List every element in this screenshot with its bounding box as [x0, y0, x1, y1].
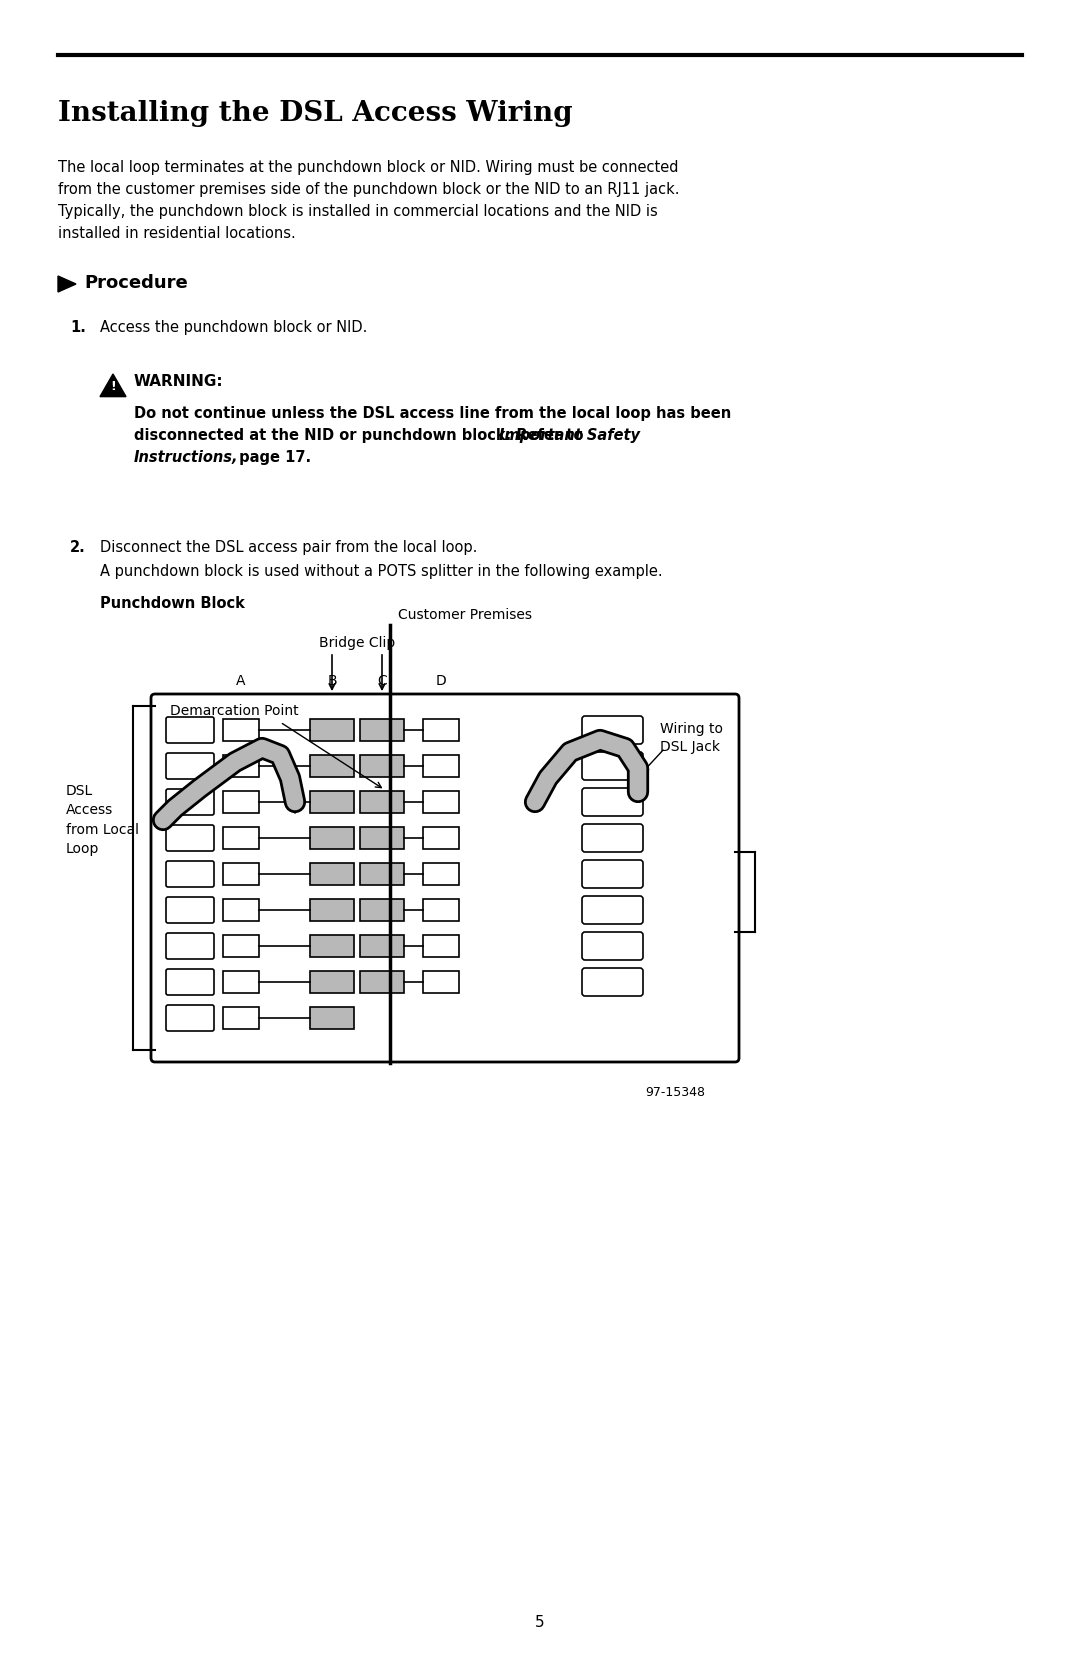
Text: disconnected at the NID or punchdown block. Refer to: disconnected at the NID or punchdown blo… — [134, 427, 589, 442]
Bar — [423, 754, 459, 778]
Text: Wiring to: Wiring to — [660, 723, 723, 736]
Bar — [222, 719, 259, 741]
Text: page 17.: page 17. — [234, 451, 311, 466]
Polygon shape — [58, 275, 76, 292]
Bar — [222, 754, 259, 778]
FancyBboxPatch shape — [582, 968, 643, 996]
Text: Procedure: Procedure — [84, 274, 188, 292]
Bar — [423, 719, 459, 741]
Text: A: A — [237, 674, 246, 688]
FancyBboxPatch shape — [582, 824, 643, 851]
Bar — [423, 971, 459, 993]
Text: !: ! — [110, 379, 116, 392]
FancyBboxPatch shape — [582, 896, 643, 925]
Text: Installing the DSL Access Wiring: Installing the DSL Access Wiring — [58, 100, 572, 127]
Bar — [360, 719, 404, 741]
Text: Typically, the punchdown block is installed in commercial locations and the NID : Typically, the punchdown block is instal… — [58, 204, 658, 219]
FancyBboxPatch shape — [166, 718, 214, 743]
Bar — [360, 754, 404, 778]
Bar — [360, 791, 404, 813]
Text: 1.: 1. — [70, 320, 86, 335]
Text: Instructions,: Instructions, — [134, 451, 239, 466]
FancyBboxPatch shape — [166, 789, 214, 814]
Bar — [423, 935, 459, 956]
Text: from the customer premises side of the punchdown block or the NID to an RJ11 jac: from the customer premises side of the p… — [58, 182, 679, 197]
Text: 2.: 2. — [70, 541, 85, 556]
FancyBboxPatch shape — [166, 824, 214, 851]
Bar — [423, 863, 459, 885]
Bar — [222, 971, 259, 993]
Text: WARNING:: WARNING: — [134, 374, 224, 389]
Text: 5: 5 — [536, 1616, 544, 1631]
Bar — [423, 828, 459, 850]
Bar — [310, 1006, 354, 1030]
Polygon shape — [100, 374, 126, 397]
Text: D: D — [435, 674, 446, 688]
FancyBboxPatch shape — [166, 753, 214, 779]
Bar — [423, 791, 459, 813]
Bar — [222, 863, 259, 885]
Text: DSL
Access
from Local
Loop: DSL Access from Local Loop — [66, 784, 139, 856]
Bar — [360, 900, 404, 921]
Bar — [310, 754, 354, 778]
Text: Bridge Clip: Bridge Clip — [319, 636, 395, 649]
FancyBboxPatch shape — [166, 1005, 214, 1031]
Text: Do not continue unless the DSL access line from the local loop has been: Do not continue unless the DSL access li… — [134, 406, 731, 421]
Text: Access the punchdown block or NID.: Access the punchdown block or NID. — [100, 320, 367, 335]
FancyBboxPatch shape — [166, 861, 214, 886]
Bar — [310, 900, 354, 921]
FancyBboxPatch shape — [151, 694, 739, 1061]
FancyBboxPatch shape — [166, 896, 214, 923]
FancyBboxPatch shape — [166, 933, 214, 960]
Text: B: B — [327, 674, 337, 688]
FancyBboxPatch shape — [582, 788, 643, 816]
Bar — [222, 828, 259, 850]
Text: Important Safety: Important Safety — [499, 427, 640, 442]
Text: The local loop terminates at the punchdown block or NID. Wiring must be connecte: The local loop terminates at the punchdo… — [58, 160, 678, 175]
Bar — [222, 900, 259, 921]
FancyBboxPatch shape — [582, 860, 643, 888]
Text: A punchdown block is used without a POTS splitter in the following example.: A punchdown block is used without a POTS… — [100, 564, 663, 579]
Bar — [423, 900, 459, 921]
Text: DSL Jack: DSL Jack — [660, 739, 720, 754]
Text: Customer Premises: Customer Premises — [399, 608, 532, 623]
Text: Disconnect the DSL access pair from the local loop.: Disconnect the DSL access pair from the … — [100, 541, 477, 556]
Bar — [310, 971, 354, 993]
Text: Punchdown Block: Punchdown Block — [100, 596, 245, 611]
FancyBboxPatch shape — [166, 970, 214, 995]
Bar — [222, 1006, 259, 1030]
Bar — [360, 935, 404, 956]
Text: C: C — [377, 674, 387, 688]
Bar — [310, 863, 354, 885]
Text: Demarcation Point: Demarcation Point — [170, 704, 299, 718]
FancyBboxPatch shape — [582, 716, 643, 744]
FancyBboxPatch shape — [582, 931, 643, 960]
Bar — [310, 719, 354, 741]
Text: 97-15348: 97-15348 — [645, 1087, 705, 1098]
Bar — [360, 971, 404, 993]
Text: installed in residential locations.: installed in residential locations. — [58, 225, 296, 240]
Bar — [222, 791, 259, 813]
FancyBboxPatch shape — [582, 753, 643, 779]
Bar — [310, 791, 354, 813]
Bar — [222, 935, 259, 956]
Bar — [310, 828, 354, 850]
Bar — [360, 863, 404, 885]
Bar — [360, 828, 404, 850]
Bar — [310, 935, 354, 956]
